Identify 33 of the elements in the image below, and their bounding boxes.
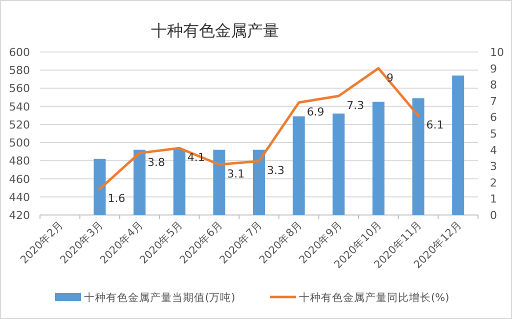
legend-label: 十种有色金属产量同比增长(%) [299, 291, 450, 304]
y-tick-label: 460 [9, 172, 30, 186]
y-tick-label: 600 [9, 46, 30, 59]
y2-tick-label: 9 [490, 62, 497, 76]
y-tick-label: 420 [9, 209, 30, 222]
y2-tick-label: 2 [490, 176, 497, 190]
data-label: 1.6 [108, 192, 126, 205]
y2-tick-label: 7 [490, 94, 497, 108]
data-label: 3.8 [148, 156, 166, 170]
y-tick-label: 540 [9, 100, 30, 114]
y-tick-label: 520 [9, 118, 30, 132]
y2-tick-label: 10 [490, 46, 504, 59]
y2-tick-label: 1 [490, 192, 497, 206]
y-tick-label: 480 [9, 154, 30, 168]
y2-tick-label: 5 [490, 128, 497, 140]
data-label: 6.9 [306, 106, 324, 119]
data-label: 7.3 [346, 99, 364, 112]
y-tick-label: 560 [9, 82, 30, 96]
y-tick-label: 440 [9, 190, 30, 204]
y2-tick-label: 8 [490, 78, 497, 92]
y2-tick-label: 6 [490, 111, 497, 124]
chart-title: 十种有色金属产量 [151, 21, 279, 40]
data-label: 9 [386, 71, 394, 84]
data-label: 6.1 [426, 118, 444, 132]
data-label: 3.1 [227, 167, 245, 180]
y2-tick-label: 0 [490, 209, 497, 222]
y-tick-label: 500 [9, 136, 30, 150]
data-label: 3.3 [267, 164, 284, 178]
legend-label: 十种有色金属产量当期值(万吨) [84, 291, 236, 304]
line-series [98, 67, 420, 190]
y-tick-label: 580 [9, 64, 30, 78]
y2-tick-label: 3 [490, 160, 497, 174]
y2-tick-label: 4 [490, 144, 497, 157]
